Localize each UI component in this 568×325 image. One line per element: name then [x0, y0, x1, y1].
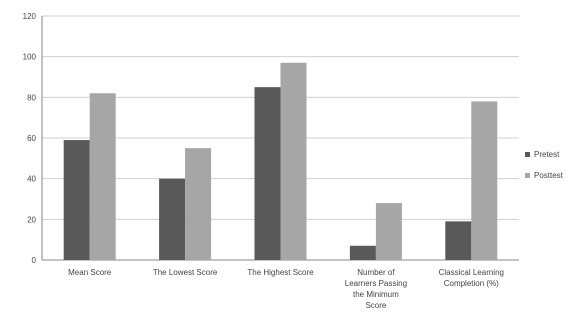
x-category-label: The Lowest Score [153, 268, 218, 277]
legend-swatch-pretest [525, 152, 530, 157]
legend-label-posttest: Posttest [534, 171, 564, 180]
bar-pretest-1 [159, 178, 186, 260]
bar-posttest-2 [280, 62, 307, 261]
legend: Pretest Posttest [525, 150, 564, 180]
bars [63, 62, 498, 261]
bar-posttest-1 [185, 148, 212, 260]
y-tick-label: 0 [32, 256, 37, 265]
bar-pretest-2 [254, 87, 281, 261]
y-tick-label: 120 [23, 12, 37, 21]
x-category-label: Mean Score [68, 268, 112, 277]
x-category-label: Classical Learning [439, 268, 504, 277]
bar-pretest-4 [445, 221, 472, 260]
legend-swatch-posttest [525, 173, 530, 178]
legend-label-pretest: Pretest [534, 150, 560, 159]
y-tick-label: 60 [27, 134, 36, 143]
bar-pretest-0 [63, 140, 90, 260]
x-category-label: the Minimum [353, 290, 399, 299]
bar-posttest-4 [471, 101, 498, 261]
x-category-label: Completion (%) [444, 279, 499, 288]
x-category-label: Number of [357, 268, 395, 277]
bar-posttest-3 [375, 203, 402, 260]
x-category-label: Learners Passing [345, 279, 407, 288]
y-tick-label: 40 [27, 175, 36, 184]
y-tick-label: 80 [27, 93, 36, 102]
x-category-label: The Highest Score [247, 268, 314, 277]
bar-posttest-0 [89, 93, 116, 261]
bar-pretest-3 [349, 245, 376, 260]
x-category-label: Score [365, 301, 386, 310]
y-tick-labels: 0 20 40 60 80 100 120 [23, 12, 37, 265]
x-category-labels: Mean Score The Lowest Score The Highest Sc… [68, 268, 504, 310]
y-tick-label: 20 [27, 215, 36, 224]
y-tick-label: 100 [23, 53, 37, 62]
